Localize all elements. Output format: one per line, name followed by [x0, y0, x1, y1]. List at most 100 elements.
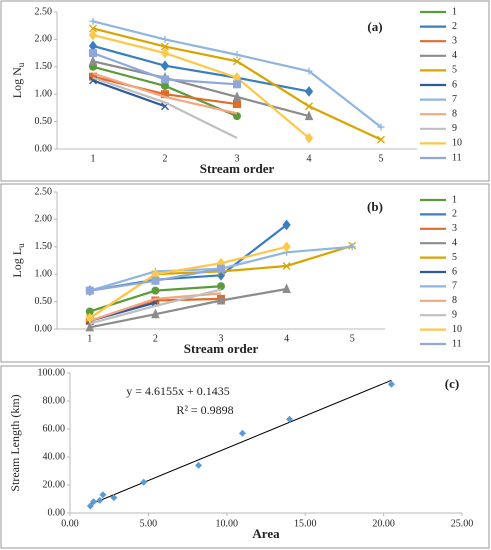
- marker: [304, 132, 314, 144]
- y-tick-label: 40.00: [43, 451, 66, 462]
- marker: [305, 102, 313, 111]
- y-axis-label: Log Nu: [10, 62, 26, 98]
- y-tick-label: 2.50: [35, 6, 53, 17]
- legend-label: 1: [452, 6, 457, 17]
- x-tick-label: 15.00: [294, 518, 317, 529]
- y-tick-label: 1.00: [35, 88, 53, 99]
- legend-label: 8: [452, 108, 457, 119]
- x-tick-label: 20.00: [372, 518, 395, 529]
- marker: [85, 321, 95, 332]
- x-axis-label: Stream order: [184, 341, 259, 356]
- series-line: [89, 224, 288, 292]
- point: [96, 496, 104, 504]
- x-tick-label: 3: [219, 333, 224, 344]
- marker: [233, 100, 241, 109]
- y-tick-label: 2.00: [35, 214, 53, 225]
- marker: [233, 80, 241, 89]
- y-tick-label: 1.50: [35, 61, 53, 72]
- marker: [89, 49, 97, 58]
- y-axis-label-sub: u: [16, 243, 26, 248]
- marker: [282, 241, 291, 253]
- legend-label: 8: [452, 295, 457, 306]
- point: [86, 502, 94, 510]
- x-tick-label: 3: [235, 153, 240, 164]
- marker: [217, 282, 225, 291]
- marker: [85, 312, 94, 324]
- legend-label: 3: [452, 223, 457, 234]
- y-axis-label-sub: u: [16, 62, 26, 67]
- y-tick-label: 1.00: [35, 268, 53, 279]
- marker: [161, 35, 169, 43]
- legend-label: 6: [452, 266, 457, 277]
- x-tick-label: 5: [350, 333, 355, 344]
- x-tick-label: 5: [379, 153, 384, 164]
- x-tick-label: 1: [91, 153, 96, 164]
- point: [286, 415, 294, 423]
- legend-label: 2: [452, 209, 457, 220]
- marker: [89, 17, 97, 25]
- legend-label: 9: [452, 123, 457, 134]
- point: [195, 461, 203, 469]
- point: [387, 380, 395, 388]
- marker: [282, 262, 291, 270]
- marker: [151, 286, 160, 295]
- marker: [161, 42, 169, 51]
- marker: [160, 60, 170, 72]
- point: [110, 494, 118, 502]
- legend-label: 11: [452, 152, 462, 163]
- y-tick-label: 60.00: [43, 423, 66, 434]
- x-tick-label: 4: [307, 153, 312, 164]
- marker: [160, 47, 170, 59]
- y-tick-label: 0.00: [48, 507, 66, 518]
- marker: [304, 86, 314, 97]
- y-tick-label: 80.00: [43, 395, 66, 406]
- marker: [151, 276, 160, 285]
- marker: [88, 29, 98, 41]
- legend-label: 2: [452, 21, 457, 32]
- marker: [232, 91, 242, 101]
- legend-label: 10: [452, 324, 462, 335]
- marker: [161, 75, 169, 84]
- x-tick-label: 0.00: [61, 518, 79, 529]
- marker: [88, 55, 98, 66]
- marker: [89, 24, 97, 33]
- y-tick-label: 2.50: [35, 186, 53, 197]
- y-tick-label: 0.50: [35, 296, 53, 307]
- legend-label: 7: [452, 94, 457, 105]
- y-tick-label: 1.50: [35, 241, 53, 252]
- y-tick-label: 100.00: [38, 367, 66, 378]
- chart-title: (c): [445, 376, 459, 391]
- marker: [216, 294, 226, 305]
- x-axis-label: Area: [252, 526, 280, 541]
- r-squared: R² = 0.9898: [176, 403, 233, 417]
- point: [99, 491, 107, 499]
- series-line: [92, 33, 310, 139]
- legend-label: 5: [452, 252, 457, 263]
- marker: [233, 57, 241, 66]
- y-tick-label: 2.00: [35, 34, 53, 45]
- point: [140, 478, 148, 486]
- panel-border: [0, 365, 490, 549]
- y-axis-label: Log Lu: [10, 243, 26, 278]
- series-line: [92, 76, 238, 140]
- series-line: [92, 79, 166, 108]
- marker: [304, 110, 314, 121]
- point: [238, 429, 246, 437]
- x-tick-label: 2: [163, 153, 168, 164]
- marker: [377, 123, 385, 131]
- y-axis-label-text: Log N: [10, 67, 24, 98]
- legend-label: 1: [452, 194, 457, 205]
- marker: [305, 67, 313, 75]
- x-tick-label: 25.00: [451, 518, 474, 529]
- panel-border: [0, 183, 490, 363]
- series-line: [89, 245, 287, 319]
- series-line: [92, 72, 238, 115]
- x-tick-label: 1: [87, 333, 92, 344]
- marker: [233, 51, 241, 59]
- x-tick-label: 10.00: [216, 518, 239, 529]
- legend-label: 10: [452, 138, 462, 149]
- y-tick-label: 0.00: [35, 143, 53, 154]
- x-tick-label: 5.00: [140, 518, 158, 529]
- legend-label: 7: [452, 281, 457, 292]
- x-axis-label: Stream order: [200, 161, 275, 176]
